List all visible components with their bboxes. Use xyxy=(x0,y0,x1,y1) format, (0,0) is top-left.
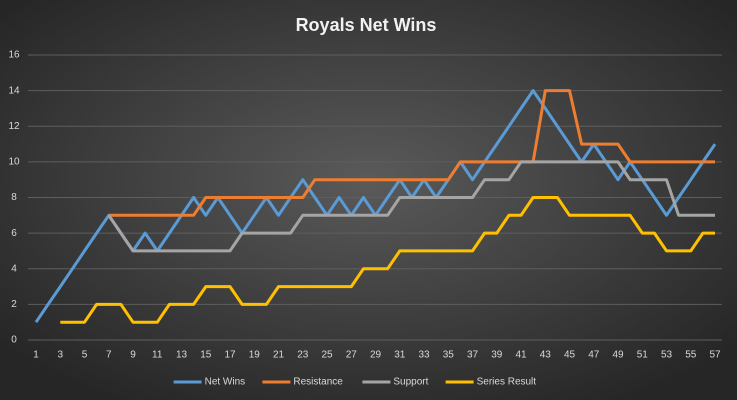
x-tick-label: 7 xyxy=(106,350,112,361)
x-tick-label: 31 xyxy=(394,350,406,361)
x-tick-label: 41 xyxy=(515,350,527,361)
legend-label: Net Wins xyxy=(205,377,246,388)
x-tick-label: 11 xyxy=(152,350,163,361)
x-tick-label: 39 xyxy=(491,350,503,361)
x-tick-label: 49 xyxy=(612,350,624,361)
x-tick-label: 1 xyxy=(33,350,39,361)
y-tick-label: 2 xyxy=(11,299,17,310)
series-line xyxy=(60,196,715,324)
y-tick-label: 16 xyxy=(8,50,20,61)
chart-title: Royals Net Wins xyxy=(296,15,437,35)
legend-label: Resistance xyxy=(293,377,343,388)
x-tick-label: 5 xyxy=(82,350,88,361)
legend-label: Series Result xyxy=(477,377,537,388)
x-tick-label: 3 xyxy=(57,350,63,361)
x-tick-label: 45 xyxy=(564,350,576,361)
x-tick-label: 33 xyxy=(418,350,430,361)
y-tick-label: 14 xyxy=(8,85,20,96)
y-tick-label: 8 xyxy=(11,192,17,203)
x-tick-label: 37 xyxy=(467,350,479,361)
x-tick-label: 21 xyxy=(273,350,285,361)
x-tick-label: 55 xyxy=(685,350,697,361)
series-line xyxy=(108,89,715,217)
legend-label: Support xyxy=(393,377,428,388)
x-tick-label: 53 xyxy=(661,350,673,361)
x-tick-label: 25 xyxy=(321,350,333,361)
y-tick-label: 6 xyxy=(11,228,17,239)
x-tick-label: 27 xyxy=(346,350,358,361)
x-tick-label: 17 xyxy=(224,350,236,361)
x-tick-label: 57 xyxy=(709,350,721,361)
x-tick-label: 15 xyxy=(200,350,212,361)
y-tick-label: 4 xyxy=(11,263,17,274)
x-tick-label: 19 xyxy=(249,350,261,361)
x-tick-label: 13 xyxy=(176,350,188,361)
x-tick-label: 23 xyxy=(297,350,309,361)
x-tick-label: 47 xyxy=(588,350,600,361)
y-tick-label: 0 xyxy=(11,335,17,346)
y-tick-label: 12 xyxy=(8,121,20,132)
x-tick-label: 29 xyxy=(370,350,382,361)
x-tick-label: 35 xyxy=(443,350,455,361)
y-tick-label: 10 xyxy=(8,157,20,168)
series-line xyxy=(107,160,715,253)
x-tick-label: 43 xyxy=(540,350,552,361)
x-tick-label: 9 xyxy=(130,350,136,361)
x-tick-label: 51 xyxy=(637,350,649,361)
